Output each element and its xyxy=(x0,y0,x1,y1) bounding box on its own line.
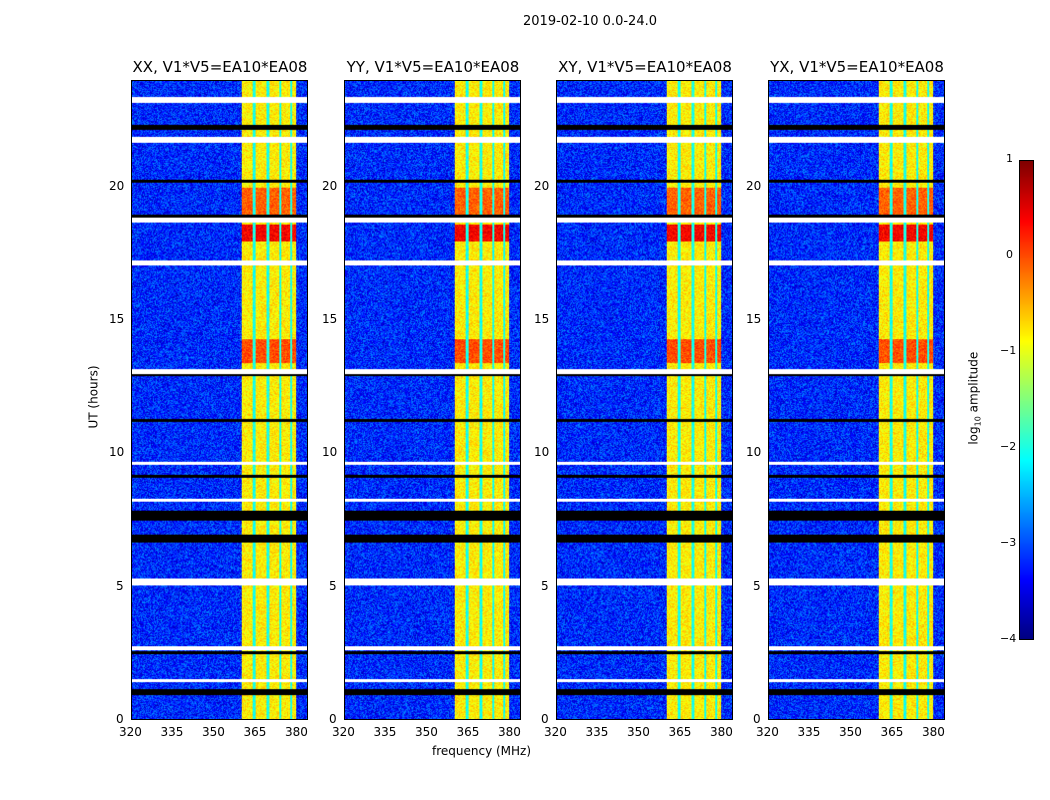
x-tick-label: 380 xyxy=(497,725,521,739)
y-tick-label: 0 xyxy=(541,712,549,726)
x-tick-label: 350 xyxy=(414,725,438,739)
x-tick-label: 380 xyxy=(709,725,733,739)
y-tick-label: 5 xyxy=(329,578,337,593)
panel-title: YY, V1*V5=EA10*EA08 xyxy=(346,58,520,76)
colorbar-tick-label: −1 xyxy=(1000,344,1017,357)
x-tick-label: 320 xyxy=(119,725,142,739)
x-tick-label: 380 xyxy=(284,725,308,739)
x-tick-label: 365 xyxy=(243,725,267,739)
spectrogram-panel xyxy=(768,80,945,720)
spectrogram-panel xyxy=(131,80,308,720)
x-tick-label: 350 xyxy=(838,725,862,739)
x-tick-label: 320 xyxy=(756,725,779,739)
x-tick-label: 365 xyxy=(668,725,692,739)
y-tick-label: 20 xyxy=(534,178,550,193)
y-tick-label: 15 xyxy=(322,312,338,326)
y-tick-label: 20 xyxy=(109,178,125,193)
colorbar-tick-label: 0 xyxy=(1006,248,1013,261)
colorbar-tick-label: 1 xyxy=(1006,152,1013,165)
y-tick-label: 10 xyxy=(746,445,762,460)
panel-title: XX, V1*V5=EA10*EA08 xyxy=(132,58,308,76)
x-tick-label: 380 xyxy=(921,725,945,739)
colorbar-tick-label: −4 xyxy=(1000,632,1017,645)
x-tick-label: 320 xyxy=(332,725,355,739)
y-tick-label: 10 xyxy=(322,445,338,460)
spectrogram-panel xyxy=(556,80,733,720)
y-tick-label: 0 xyxy=(329,712,337,726)
x-tick-label: 320 xyxy=(544,725,567,739)
x-axis-label: frequency (MHz) xyxy=(432,744,532,758)
colorbar-tick-label: −2 xyxy=(1000,440,1017,453)
panel-title: XY, V1*V5=EA10*EA08 xyxy=(558,58,732,76)
x-tick-label: 335 xyxy=(373,725,397,739)
figure-title: 2019-02-10 0.0-24.0 xyxy=(523,14,657,29)
spectrogram-panel xyxy=(344,80,521,720)
y-tick-label: 15 xyxy=(109,312,125,326)
y-tick-label: 10 xyxy=(109,445,125,460)
y-tick-label: 20 xyxy=(322,178,338,193)
x-tick-label: 350 xyxy=(201,725,225,739)
x-tick-label: 335 xyxy=(585,725,609,739)
colorbar-tick-label: −3 xyxy=(1000,536,1017,549)
colorbar xyxy=(1019,160,1034,640)
y-tick-label: 5 xyxy=(753,578,761,593)
colorbar-label: log10 amplitude xyxy=(966,351,983,445)
y-tick-label: 10 xyxy=(534,445,550,460)
x-tick-label: 350 xyxy=(626,725,650,739)
y-axis-label: UT (hours) xyxy=(86,365,101,429)
y-tick-label: 5 xyxy=(541,578,549,593)
x-tick-label: 365 xyxy=(880,725,904,739)
y-tick-label: 5 xyxy=(116,578,124,593)
x-tick-label: 335 xyxy=(797,725,821,739)
y-tick-label: 15 xyxy=(746,312,762,326)
y-tick-label: 15 xyxy=(534,312,550,326)
x-tick-label: 335 xyxy=(160,725,184,739)
y-tick-label: 0 xyxy=(116,712,124,726)
panel-title: YX, V1*V5=EA10*EA08 xyxy=(770,58,944,76)
y-tick-label: 20 xyxy=(746,178,762,193)
x-tick-label: 365 xyxy=(456,725,480,739)
y-tick-label: 0 xyxy=(753,712,761,726)
